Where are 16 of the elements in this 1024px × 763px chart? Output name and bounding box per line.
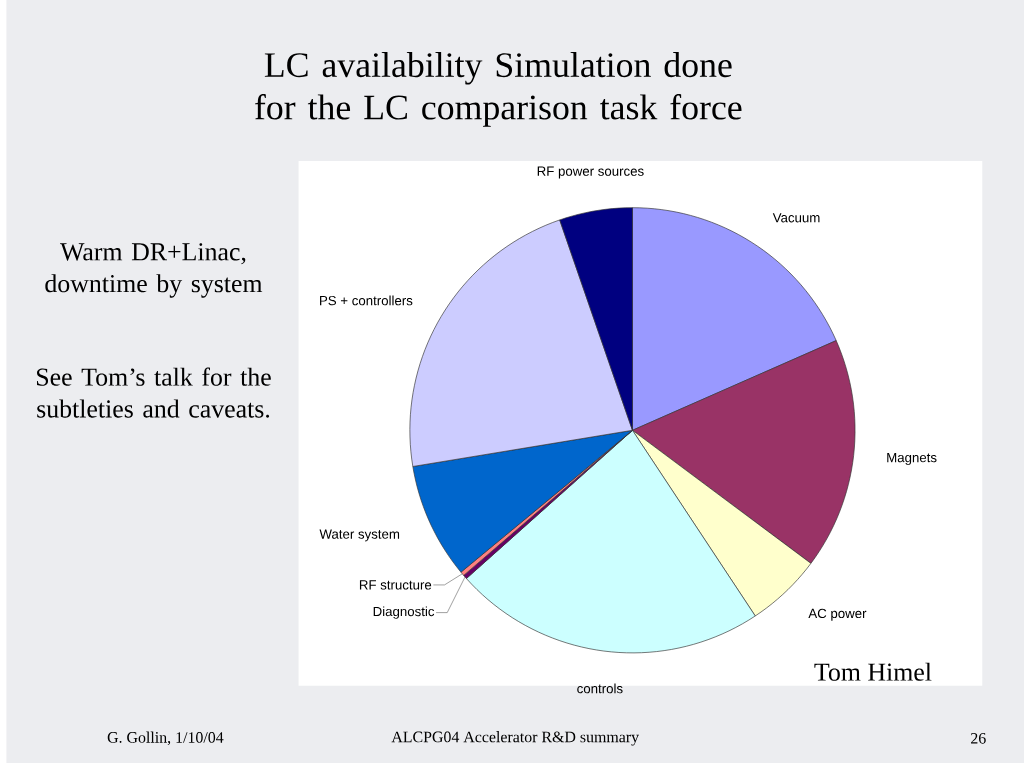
slice-label: controls	[577, 683, 623, 694]
text: 26	[971, 732, 986, 744]
slice-label: AC power	[808, 608, 867, 621]
text: See Tom’s talk for the subtleties and caveats.	[37, 367, 271, 418]
slice-label: Magnets	[887, 452, 937, 465]
slice-label: Vacuum	[772, 213, 820, 223]
slice-label: RF power sources	[537, 166, 644, 179]
slice-label: Water system	[319, 529, 400, 542]
slice-label: RF structure	[359, 580, 432, 590]
text: G. Gollin, 1/10/04	[107, 731, 224, 745]
text: Warm DR+Linac, downtime by system	[45, 243, 263, 298]
slice-label: Diagnostic	[373, 606, 435, 619]
chart-title: LC availability Simulation done for the LC comparison task force	[255, 51, 742, 127]
slice-label: PS + controllers	[320, 295, 413, 306]
text: Tom Himel	[814, 662, 932, 681]
text: ALCPG04 Accelerator R&D summary	[391, 731, 640, 746]
